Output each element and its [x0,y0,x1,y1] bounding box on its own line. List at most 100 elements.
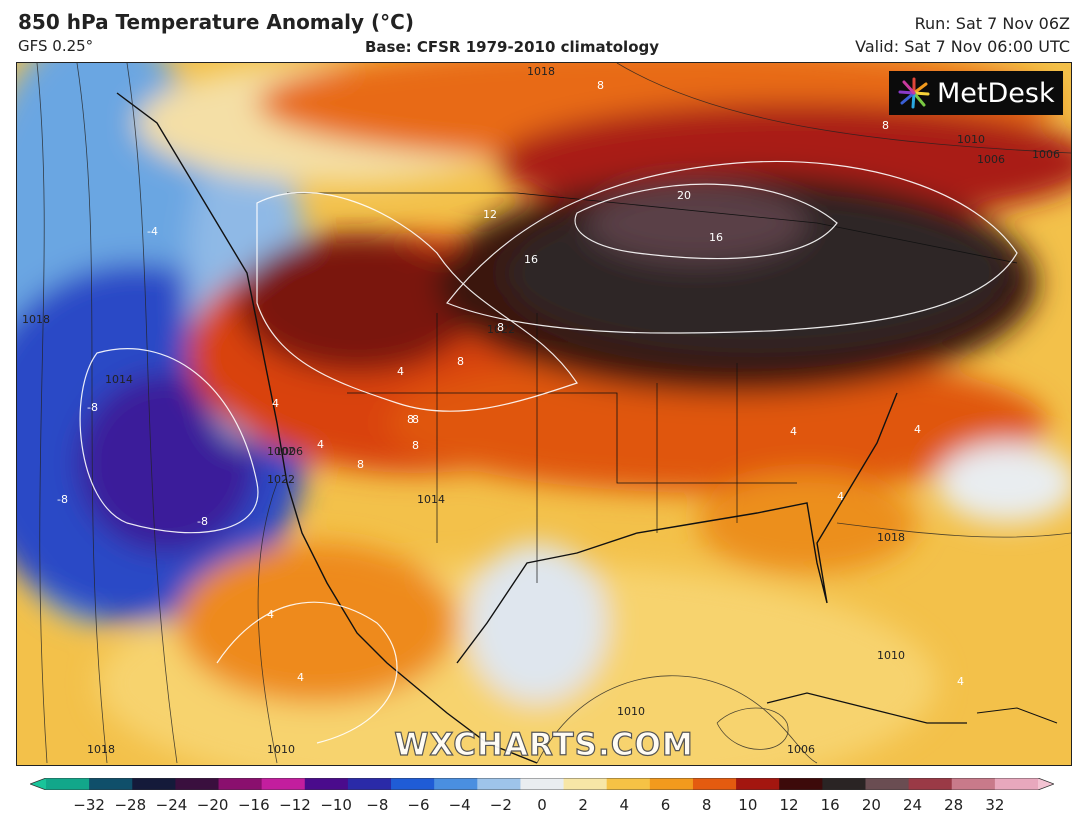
colorbar-tick-label: 12 [779,796,799,814]
anomaly-label: 8 [412,413,419,426]
colorbar-tick-label: 28 [944,796,964,814]
colorbar-segment [692,778,737,790]
pressure-label: 1022 [267,473,295,486]
colorbar-segment [477,778,522,790]
anomaly-label: 8 [357,458,364,471]
anomaly-label: -4 [147,225,158,238]
colorbar-segment [218,778,263,790]
anomaly-label: -8 [57,493,68,506]
wxcharts-watermark: WXCHARTS.COM [394,726,694,763]
colorbar-segment [908,778,953,790]
anomaly-label: 12 [483,208,497,221]
colorbar-tick-label: 8 [701,796,712,814]
anomaly-label: -8 [197,515,208,528]
pressure-label: 1018 [877,531,905,544]
anomaly-label: 4 [914,423,921,436]
colorbar-segment [132,778,176,790]
anomaly-label: 8 [457,355,464,368]
colorbar-segment [865,778,910,790]
anomaly-label: 8 [597,79,604,92]
anomaly-label: 4 [790,425,797,438]
chart-title: 850 hPa Temperature Anomaly (°C) [18,10,414,34]
colorbar-segment [520,778,565,790]
colorbar-tick-label: −24 [155,796,188,814]
colorbar-segment [261,778,306,790]
colorbar-tick-label: 32 [985,796,1005,814]
pressure-label: 1022 [487,323,515,336]
colorbar-segment [391,778,435,790]
pressure-label: 1010 [877,649,905,662]
anomaly-contours [79,160,1018,744]
model-label: GFS 0.25° [18,37,94,55]
anomaly-label: 8 [882,119,889,132]
colorbar-segment [89,778,133,790]
colorbar-tick-label: 6 [660,796,671,814]
colorbar-tick-label: 16 [820,796,840,814]
colorbar-tick-label: −6 [407,796,430,814]
colorbar-segment [606,778,651,790]
colorbar-tick-label: −20 [196,796,229,814]
anomaly-label: 4 [267,608,274,621]
colorbar-segment [434,778,478,790]
climatology-base-label: Base: CFSR 1979-2010 climatology [365,38,660,56]
colorbar-tick-label: −8 [366,796,389,814]
colorbar-tick-label: −12 [279,796,311,814]
pressure-label: 1010 [957,133,985,146]
colorbar-segment [304,778,349,790]
coastline-borders [116,92,1058,764]
metdesk-logo: MetDesk [889,71,1063,115]
colorbar-segment [563,778,608,790]
anomaly-label: 8 [497,321,504,334]
colorbar-tick-label: 24 [902,796,923,814]
anomaly-label: 16 [709,231,723,244]
anomaly-label: 4 [957,675,964,688]
colorbar-high-extend [1038,778,1054,790]
colorbar-tick-label: 2 [578,796,588,814]
anomaly-label: 4 [297,671,304,684]
valid-time-label: Valid: Sat 7 Nov 06:00 UTC [855,37,1070,56]
pressure-label: 1018 [87,743,115,756]
colorbar-tick-label: 0 [537,796,547,814]
anomaly-label: 4 [397,365,404,378]
colorbar-segment [175,778,220,790]
metdesk-logo-text: MetDesk [937,77,1055,109]
temperature-anomaly-field [17,63,1071,765]
colorbar-tick-label: −16 [237,796,270,814]
anomaly-label: 16 [524,253,538,266]
colorbar-tick-label: −32 [73,796,105,814]
pressure-label: 1014 [417,493,445,506]
anomaly-label: 20 [677,189,691,202]
pressure-labels: 1018 1010 1010 1014 1006 1018 1014 1018 1022 1022… [22,65,1060,756]
colorbar-segment [736,778,780,790]
colorbar-svg [30,778,1054,790]
colorbar-tick-label: 10 [738,796,758,814]
colorbar-segment [649,778,694,790]
colorbar-tick-label: 4 [619,796,630,814]
pressure-label: 1010 [617,705,645,718]
colorbar-tick-label: −4 [448,796,471,814]
pressure-label: 1006 [275,445,303,458]
pressure-label: 1018 [527,65,555,78]
pressure-label: 1014 [105,373,133,386]
colorbar-segment [779,778,823,790]
colorbar-tick-label: 20 [861,796,881,814]
run-time-label: Run: Sat 7 Nov 06Z [914,14,1070,33]
pressure-label: 1002 [267,445,295,458]
colorbar-segment [347,778,392,790]
isobars [36,63,1071,764]
colorbar-segment [994,778,1039,790]
anomaly-label: 4 [837,490,844,503]
colorbar-segment [46,778,90,790]
colorbar-tick-labels: −32 −28 −24 −20 −16 −12 −10 −8 −6 −4 −2 0 2 4 6 8 10 12 16… [0,796,1082,818]
colorbar [30,778,1054,790]
anomaly-label: 8 [407,413,414,426]
colorbar-low-extend [30,778,46,790]
pressure-label: 1010 [267,743,295,756]
anomaly-label: -8 [87,401,98,414]
colorbar-tick-label: −28 [114,796,147,814]
map-canvas: 1018 1010 1010 1014 1006 1018 1014 1018 1022 1022… [17,63,1071,765]
pressure-label: 1006 [1032,148,1060,161]
anomaly-label: 8 [412,439,419,452]
pressure-label: 1018 [22,313,50,326]
